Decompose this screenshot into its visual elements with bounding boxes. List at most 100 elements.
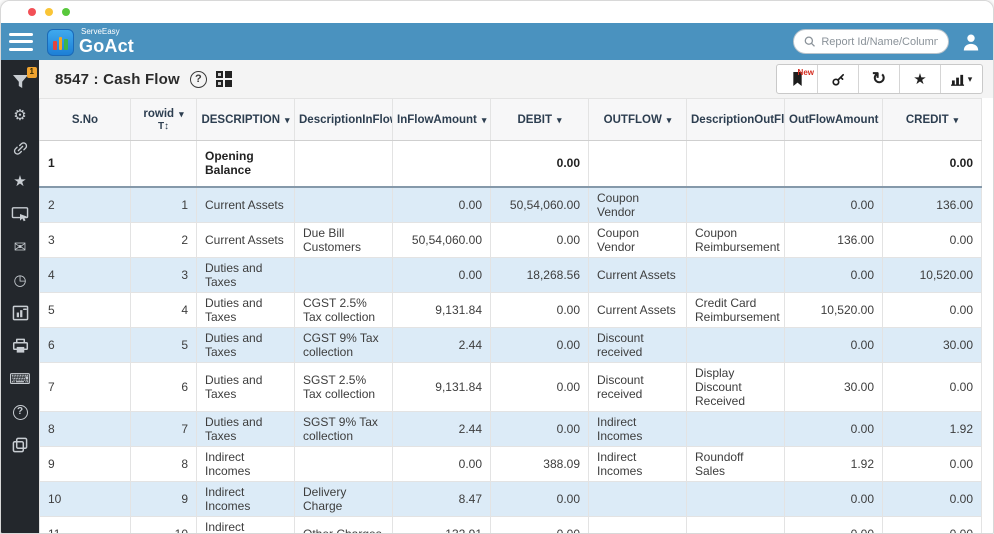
sidebar-item-print[interactable] bbox=[9, 336, 31, 356]
table-cell: 0.00 bbox=[491, 327, 589, 362]
star-icon: ★ bbox=[913, 70, 926, 88]
key-icon bbox=[830, 71, 847, 88]
sidebar-item-mail[interactable]: ✉ bbox=[9, 237, 31, 257]
table-cell: 50,54,060.00 bbox=[393, 222, 491, 257]
column-header-outamt[interactable]: OutFlowAmount▾ bbox=[785, 99, 883, 141]
table-cell: 8 bbox=[131, 446, 197, 481]
bookmark-new-button[interactable]: New bbox=[777, 65, 818, 93]
table-cell bbox=[687, 327, 785, 362]
table-row[interactable]: 1110Indirect IncomesOther Charges132.910… bbox=[40, 516, 982, 533]
star-icon: ★ bbox=[13, 174, 26, 189]
report-help-icon[interactable]: ? bbox=[190, 71, 207, 88]
table-row[interactable]: 32Current AssetsDue Bill Customers50,54,… bbox=[40, 222, 982, 257]
column-header-sno[interactable]: S.No bbox=[40, 99, 131, 141]
hamburger-menu-icon[interactable] bbox=[9, 33, 33, 51]
sort-caret-icon: ▾ bbox=[179, 109, 184, 119]
brand-name-top: ServeEasy bbox=[81, 28, 134, 36]
column-header-desc[interactable]: DESCRIPTION▾ bbox=[197, 99, 295, 141]
column-header-debit[interactable]: DEBIT▾ bbox=[491, 99, 589, 141]
table-cell: 132.91 bbox=[393, 516, 491, 533]
report-search[interactable] bbox=[793, 29, 949, 54]
table-cell: Discount received bbox=[589, 327, 687, 362]
table-cell: 0.00 bbox=[785, 516, 883, 533]
sidebar-item-keyboard[interactable]: ⌨ bbox=[9, 369, 31, 389]
window-minimize-button[interactable] bbox=[45, 8, 53, 16]
table-cell: Indirect Incomes bbox=[589, 411, 687, 446]
search-input[interactable] bbox=[821, 36, 938, 48]
window-close-button[interactable] bbox=[28, 8, 36, 16]
favorite-button[interactable]: ★ bbox=[900, 65, 941, 93]
table-cell: 1.92 bbox=[883, 411, 982, 446]
table-cell bbox=[589, 481, 687, 516]
page-title: 8547 : Cash Flow bbox=[55, 71, 180, 88]
window-maximize-button[interactable] bbox=[62, 8, 70, 16]
table-cell: Credit Card Reimbursement bbox=[687, 292, 785, 327]
column-header-credit[interactable]: CREDIT▾ bbox=[883, 99, 982, 141]
table-cell: 50,54,060.00 bbox=[491, 187, 589, 223]
table-cell: 1 bbox=[131, 187, 197, 223]
table-cell: 18,268.56 bbox=[491, 257, 589, 292]
table-cell bbox=[131, 141, 197, 187]
table-cell: 0.00 bbox=[883, 446, 982, 481]
sidebar-item-link[interactable] bbox=[9, 138, 31, 158]
sidebar-item-history[interactable]: ◷ bbox=[9, 270, 31, 290]
table-cell: Roundoff Sales bbox=[687, 446, 785, 481]
table-cell bbox=[687, 187, 785, 223]
table-row[interactable]: 87Duties and TaxesSGST 9% Tax collection… bbox=[40, 411, 982, 446]
report-grid-icon[interactable] bbox=[216, 71, 232, 87]
bar-chart-icon bbox=[951, 73, 965, 86]
left-sidebar: 1 ⚙ ★ ✉ ◷ ⌨ ? bbox=[1, 60, 39, 533]
table-cell: Indirect Incomes bbox=[197, 481, 295, 516]
table-cell: 10,520.00 bbox=[883, 257, 982, 292]
sort-caret-icon: ▾ bbox=[482, 115, 487, 125]
sidebar-item-filter[interactable]: 1 bbox=[9, 72, 31, 92]
table-row[interactable]: 21Current Assets0.0050,54,060.00Coupon V… bbox=[40, 187, 982, 223]
app-window: ServeEasy GoAct 1 ⚙ ★ bbox=[0, 0, 994, 534]
sidebar-item-favorites[interactable]: ★ bbox=[9, 171, 31, 191]
filter-count-badge: 1 bbox=[27, 67, 37, 78]
table-row[interactable]: 54Duties and TaxesCGST 2.5% Tax collecti… bbox=[40, 292, 982, 327]
table-row[interactable]: 98Indirect Incomes0.00388.09Indirect Inc… bbox=[40, 446, 982, 481]
column-header-inamt[interactable]: InFlowAmount▾ bbox=[393, 99, 491, 141]
table-cell bbox=[295, 141, 393, 187]
app-header: ServeEasy GoAct bbox=[1, 23, 993, 60]
new-badge: New bbox=[798, 68, 814, 77]
key-button[interactable] bbox=[818, 65, 859, 93]
user-profile-icon[interactable] bbox=[961, 32, 981, 52]
column-header-descout[interactable]: DescriptionOutFlow▾ bbox=[687, 99, 785, 141]
table-cell: Indirect Incomes bbox=[197, 446, 295, 481]
screen-share-icon bbox=[11, 206, 29, 222]
help-icon: ? bbox=[13, 405, 28, 420]
brand-logo: ServeEasy GoAct bbox=[47, 28, 134, 56]
table-cell bbox=[687, 141, 785, 187]
table-cell: Delivery Charge bbox=[295, 481, 393, 516]
table-row[interactable]: 1Opening Balance0.000.00 bbox=[40, 141, 982, 187]
table-cell: 2.44 bbox=[393, 411, 491, 446]
table-cell: Current Assets bbox=[589, 292, 687, 327]
column-header-rowid[interactable]: rowid▾T↕ bbox=[131, 99, 197, 141]
table-cell: Current Assets bbox=[197, 222, 295, 257]
table-cell: Duties and Taxes bbox=[197, 257, 295, 292]
table-cell: Current Assets bbox=[197, 187, 295, 223]
column-header-descin[interactable]: DescriptionInFlow▾ bbox=[295, 99, 393, 141]
sort-caret-icon: ▾ bbox=[285, 115, 290, 125]
table-row[interactable]: 109Indirect IncomesDelivery Charge8.470.… bbox=[40, 481, 982, 516]
sidebar-item-pages[interactable] bbox=[9, 435, 31, 455]
filter-icon bbox=[12, 74, 29, 90]
mail-icon: ✉ bbox=[14, 240, 27, 255]
sort-indicator: T↕ bbox=[135, 121, 192, 132]
chart-view-button[interactable]: ▾ bbox=[941, 65, 982, 93]
table-cell: 2 bbox=[131, 222, 197, 257]
refresh-button[interactable]: ↻ bbox=[859, 65, 900, 93]
sidebar-item-help[interactable]: ? bbox=[9, 402, 31, 422]
table-row[interactable]: 65Duties and TaxesCGST 9% Tax collection… bbox=[40, 327, 982, 362]
table-cell: 0.00 bbox=[393, 446, 491, 481]
table-row[interactable]: 76Duties and TaxesSGST 2.5% Tax collecti… bbox=[40, 362, 982, 411]
sidebar-item-screen-share[interactable] bbox=[9, 204, 31, 224]
sort-caret-icon: ▾ bbox=[954, 115, 959, 125]
sidebar-item-image-export[interactable] bbox=[9, 303, 31, 323]
table-cell: CGST 9% Tax collection bbox=[295, 327, 393, 362]
table-row[interactable]: 43Duties and Taxes0.0018,268.56Current A… bbox=[40, 257, 982, 292]
sidebar-item-settings[interactable]: ⚙ bbox=[9, 105, 31, 125]
column-header-outflow[interactable]: OUTFLOW▾ bbox=[589, 99, 687, 141]
